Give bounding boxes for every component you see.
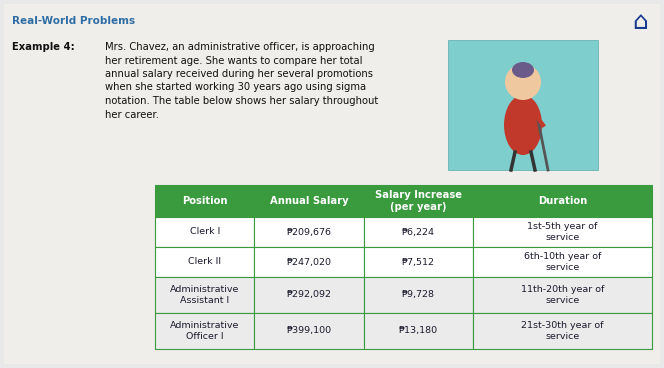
Bar — [155, 217, 254, 247]
Text: 1st-5th year of
service: 1st-5th year of service — [527, 222, 598, 242]
Bar — [473, 217, 652, 247]
Bar — [254, 247, 364, 277]
Text: her retirement age. She wants to compare her total: her retirement age. She wants to compare… — [105, 56, 363, 66]
Text: Position: Position — [182, 196, 228, 206]
Text: Annual Salary: Annual Salary — [270, 196, 349, 206]
Bar — [364, 247, 473, 277]
Bar — [364, 185, 473, 217]
Text: ₱13,180: ₱13,180 — [399, 326, 438, 336]
Text: ₱7,512: ₱7,512 — [402, 258, 435, 266]
Text: her career.: her career. — [105, 110, 159, 120]
Text: ₱399,100: ₱399,100 — [286, 326, 331, 336]
Text: ₱6,224: ₱6,224 — [402, 227, 435, 237]
Circle shape — [505, 64, 541, 100]
Text: Clerk II: Clerk II — [188, 258, 221, 266]
Bar — [473, 185, 652, 217]
Text: ⌂: ⌂ — [632, 10, 648, 34]
Text: Mrs. Chavez, an administrative officer, is approaching: Mrs. Chavez, an administrative officer, … — [105, 42, 374, 52]
Bar — [473, 277, 652, 313]
Bar — [254, 217, 364, 247]
Text: Administrative
Officer I: Administrative Officer I — [170, 321, 240, 341]
Text: Clerk I: Clerk I — [189, 227, 220, 237]
Ellipse shape — [512, 62, 534, 78]
Text: when she started working 30 years ago using sigma: when she started working 30 years ago us… — [105, 82, 366, 92]
Bar — [155, 247, 254, 277]
Text: ₱209,676: ₱209,676 — [287, 227, 331, 237]
Text: Example 4:: Example 4: — [12, 42, 75, 52]
Text: notation. The table below shows her salary throughout: notation. The table below shows her sala… — [105, 96, 378, 106]
Bar — [254, 313, 364, 349]
Text: 6th-10th year of
service: 6th-10th year of service — [524, 252, 601, 272]
Text: Administrative
Assistant I: Administrative Assistant I — [170, 285, 240, 305]
Bar — [364, 313, 473, 349]
Text: ₱9,728: ₱9,728 — [402, 290, 435, 300]
Ellipse shape — [504, 95, 542, 155]
Text: annual salary received during her several promotions: annual salary received during her severa… — [105, 69, 373, 79]
Bar — [473, 313, 652, 349]
Text: Duration: Duration — [538, 196, 587, 206]
Bar — [254, 185, 364, 217]
Bar — [473, 247, 652, 277]
Text: ₱247,020: ₱247,020 — [287, 258, 331, 266]
Bar — [254, 277, 364, 313]
Text: Real-World Problems: Real-World Problems — [12, 16, 135, 26]
Bar — [155, 277, 254, 313]
Bar — [155, 185, 254, 217]
Text: ₱292,092: ₱292,092 — [287, 290, 331, 300]
Bar — [364, 277, 473, 313]
Text: Salary Increase
(per year): Salary Increase (per year) — [375, 190, 462, 212]
Bar — [364, 217, 473, 247]
Text: 21st-30th year of
service: 21st-30th year of service — [521, 321, 604, 341]
Bar — [448, 40, 598, 170]
Text: 11th-20th year of
service: 11th-20th year of service — [521, 285, 604, 305]
Bar — [155, 313, 254, 349]
